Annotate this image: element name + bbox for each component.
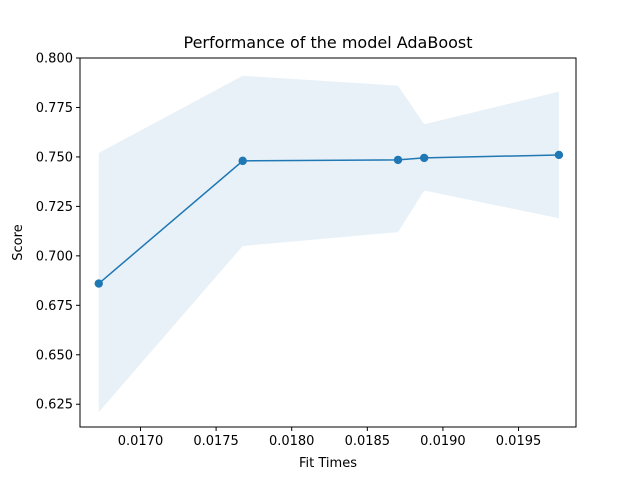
y-tick-label: 0.750	[36, 150, 73, 165]
y-axis-label: Score	[11, 224, 26, 260]
plot-frame	[79, 57, 577, 428]
band-layer	[98, 75, 559, 413]
data-point	[238, 156, 247, 166]
y-tick-label: 0.625	[36, 398, 73, 413]
y-tick-label: 0.725	[36, 200, 73, 215]
points-layer	[94, 150, 564, 288]
data-point	[554, 150, 564, 160]
data-point	[393, 155, 403, 165]
y-tick-label: 0.700	[36, 249, 73, 264]
x-axis-label: Fit Times	[299, 456, 357, 471]
y-axis-ticks: 0.625 0.650 0.675 0.700 0.725 0.750 0.775 0.800	[36, 52, 80, 413]
x-tick-label: 0.0170	[118, 434, 164, 449]
confidence-band	[98, 75, 559, 413]
x-tick-label: 0.0190	[420, 434, 466, 449]
data-point	[419, 153, 429, 163]
plot-background	[80, 58, 576, 427]
y-tick-label: 0.775	[36, 101, 73, 116]
y-tick-label: 0.675	[36, 299, 73, 314]
chart-title: Performance of the model AdaBoost	[183, 33, 472, 52]
y-tick-label: 0.800	[36, 52, 73, 67]
x-tick-label: 0.0195	[496, 434, 542, 449]
data-point	[94, 279, 103, 288]
x-tick-label: 0.0180	[269, 434, 315, 449]
x-tick-label: 0.0175	[193, 434, 239, 449]
y-tick-label: 0.650	[36, 348, 73, 363]
x-axis-ticks: 0.0170 0.0175 0.0180 0.0185 0.0190 0.0195	[118, 427, 542, 449]
x-tick-label: 0.0185	[345, 434, 391, 449]
